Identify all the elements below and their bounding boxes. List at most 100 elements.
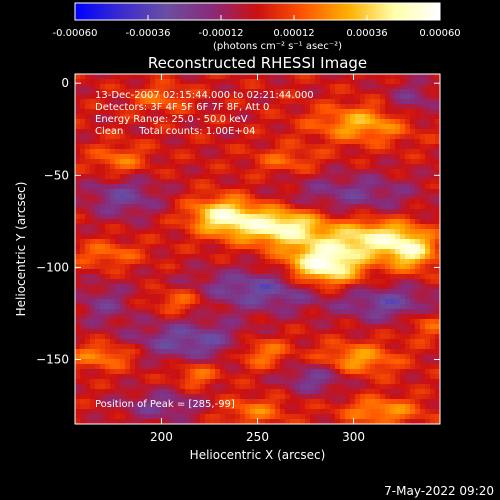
- heatmap-cell: [370, 229, 375, 234]
- heatmap-cell: [155, 284, 160, 289]
- heatmap-cell: [335, 304, 340, 309]
- heatmap-cell: [80, 334, 85, 339]
- heatmap-cell: [125, 399, 130, 404]
- heatmap-cell: [290, 74, 295, 79]
- heatmap-cell: [115, 239, 120, 244]
- heatmap-cell: [105, 164, 110, 169]
- heatmap-cell: [205, 149, 210, 154]
- heatmap-cell: [160, 259, 165, 264]
- heatmap-cell: [100, 249, 105, 254]
- heatmap-cell: [330, 219, 335, 224]
- heatmap-cell: [355, 124, 360, 129]
- heatmap-cell: [430, 354, 435, 359]
- heatmap-cell: [235, 339, 240, 344]
- heatmap-cell: [350, 124, 355, 129]
- heatmap-cell: [180, 304, 185, 309]
- heatmap-cell: [160, 409, 165, 414]
- heatmap-cell: [375, 179, 380, 184]
- heatmap-cell: [435, 214, 440, 219]
- heatmap-cell: [225, 89, 230, 94]
- heatmap-cell: [335, 134, 340, 139]
- heatmap-cell: [350, 119, 355, 124]
- heatmap-cell: [215, 199, 220, 204]
- heatmap-cell: [140, 334, 145, 339]
- heatmap-cell: [310, 269, 315, 274]
- heatmap-cell: [310, 159, 315, 164]
- heatmap-cell: [130, 379, 135, 384]
- heatmap-cell: [80, 349, 85, 354]
- heatmap-cell: [250, 129, 255, 134]
- heatmap-cell: [150, 164, 155, 169]
- heatmap-cell: [255, 154, 260, 159]
- heatmap-cell: [415, 404, 420, 409]
- heatmap-cell: [410, 89, 415, 94]
- heatmap-cell: [200, 319, 205, 324]
- heatmap-cell: [210, 119, 215, 124]
- heatmap-cell: [120, 199, 125, 204]
- heatmap-cell: [170, 99, 175, 104]
- heatmap-cell: [370, 134, 375, 139]
- heatmap-cell: [430, 219, 435, 224]
- heatmap-cell: [190, 84, 195, 89]
- heatmap-cell: [235, 279, 240, 284]
- heatmap-cell: [195, 364, 200, 369]
- heatmap-cell: [380, 219, 385, 224]
- heatmap-cell: [75, 254, 80, 259]
- heatmap-cell: [145, 264, 150, 269]
- heatmap-cell: [135, 74, 140, 79]
- heatmap-cell: [335, 74, 340, 79]
- heatmap-cell: [405, 229, 410, 234]
- heatmap-cell: [190, 299, 195, 304]
- heatmap-cell: [190, 79, 195, 84]
- heatmap-cell: [125, 314, 130, 319]
- heatmap-cell: [380, 144, 385, 149]
- heatmap-cell: [245, 329, 250, 334]
- heatmap-cell: [200, 399, 205, 404]
- heatmap-cell: [395, 114, 400, 119]
- heatmap-cell: [425, 184, 430, 189]
- heatmap-cell: [405, 254, 410, 259]
- heatmap-cell: [250, 239, 255, 244]
- heatmap-cell: [380, 274, 385, 279]
- heatmap-cell: [320, 174, 325, 179]
- heatmap-cell: [155, 314, 160, 319]
- heatmap-cell: [435, 409, 440, 414]
- heatmap-cell: [125, 394, 130, 399]
- heatmap-cell: [380, 134, 385, 139]
- heatmap-cell: [365, 124, 370, 129]
- heatmap-cell: [295, 324, 300, 329]
- heatmap-cell: [175, 384, 180, 389]
- heatmap-cell: [400, 374, 405, 379]
- heatmap-cell: [415, 289, 420, 294]
- heatmap-cell: [185, 409, 190, 414]
- heatmap-cell: [250, 179, 255, 184]
- heatmap-cell: [290, 384, 295, 389]
- heatmap-cell: [330, 244, 335, 249]
- heatmap-cell: [395, 179, 400, 184]
- heatmap-cell: [340, 184, 345, 189]
- heatmap-cell: [205, 84, 210, 89]
- heatmap-cell: [285, 189, 290, 194]
- heatmap-cell: [220, 394, 225, 399]
- heatmap-cell: [420, 134, 425, 139]
- heatmap-cell: [120, 219, 125, 224]
- heatmap-cell: [175, 79, 180, 84]
- heatmap-cell: [140, 184, 145, 189]
- heatmap-cell: [390, 249, 395, 254]
- heatmap-cell: [425, 224, 430, 229]
- heatmap-cell: [270, 244, 275, 249]
- heatmap-cell: [185, 219, 190, 224]
- heatmap-cell: [425, 364, 430, 369]
- heatmap-cell: [365, 339, 370, 344]
- heatmap-cell: [390, 99, 395, 104]
- heatmap-cell: [135, 349, 140, 354]
- heatmap-cell: [420, 119, 425, 124]
- heatmap-cell: [405, 184, 410, 189]
- heatmap-cell: [350, 329, 355, 334]
- heatmap-cell: [315, 369, 320, 374]
- heatmap-cell: [385, 189, 390, 194]
- heatmap-cell: [215, 94, 220, 99]
- heatmap-cell: [210, 364, 215, 369]
- heatmap-cell: [355, 159, 360, 164]
- heatmap-cell: [200, 129, 205, 134]
